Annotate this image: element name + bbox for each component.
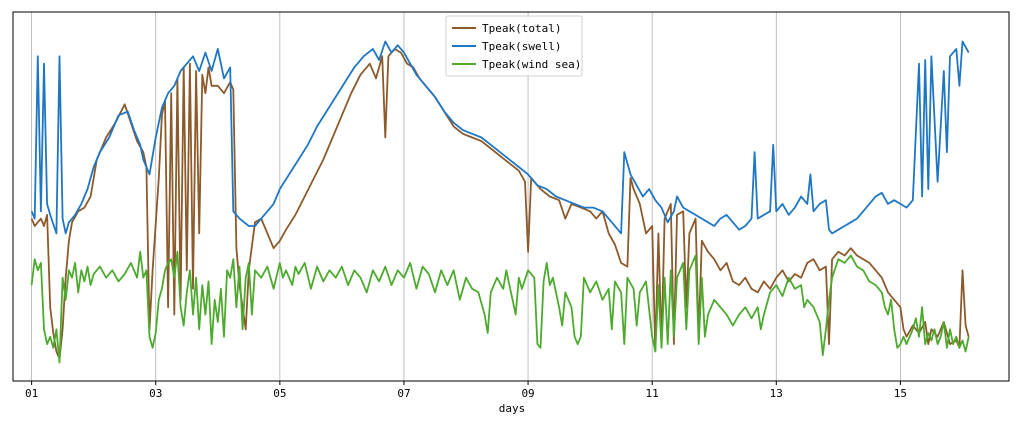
legend-box (445, 15, 583, 77)
x-axis-ticks: 01 03 05 07 09 11 13 15 (25, 381, 907, 400)
legend-label-tpeak-swell: Tpeak(swell) (482, 40, 561, 53)
x-tick-label-03: 03 (149, 387, 162, 400)
legend: Tpeak(total) Tpeak(swell) Tpeak(wind sea) (445, 15, 583, 77)
x-tick-label-11: 11 (646, 387, 659, 400)
legend-label-tpeak-total: Tpeak(total) (482, 22, 561, 35)
series-line-tpeak-wind-sea (30, 250, 970, 364)
x-tick-label-07: 07 (397, 387, 410, 400)
x-tick-label-05: 05 (273, 387, 286, 400)
vertical-gridlines (31, 12, 901, 381)
x-tick-label-09: 09 (521, 387, 534, 400)
series-line-tpeak-swell (30, 40, 970, 235)
x-tick-label-15: 15 (894, 387, 907, 400)
plot-area-frame (12, 11, 1010, 382)
series-line-tpeak-total (30, 48, 970, 360)
series-layer (30, 40, 970, 364)
legend-label-tpeak-wind-sea: Tpeak(wind sea) (482, 58, 581, 71)
x-tick-label-01: 01 (25, 387, 38, 400)
x-tick-label-13: 13 (770, 387, 783, 400)
x-axis-label: days (499, 402, 526, 415)
